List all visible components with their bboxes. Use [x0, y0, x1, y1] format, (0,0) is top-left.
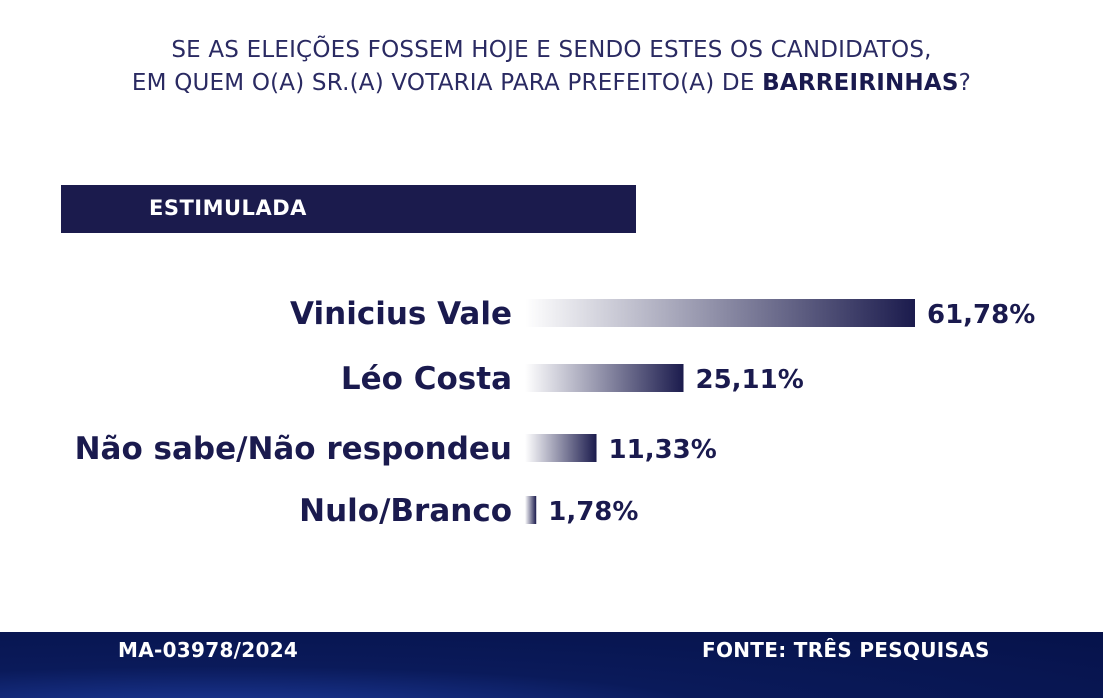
- title-line-2-suffix: ?: [958, 70, 972, 96]
- bar-nao-sabe-nao-respondeu: [525, 434, 597, 462]
- category-label-leo-costa: Léo Costa: [341, 361, 512, 397]
- value-label-nao-sabe-nao-respondeu: 11,33%: [609, 435, 717, 465]
- section-label: ESTIMULADA: [149, 196, 307, 220]
- bar-chart: Vinicius Vale 61,78% Léo Costa 25,11% Não sa…: [75, 296, 1036, 529]
- title-line-2-prefix: EM QUEM O(A) SR.(A) VOTARIA PARA PREFEIT…: [131, 70, 763, 96]
- chart-card: SE AS ELEIÇÕES FOSSEM HOJE E SENDO ESTES…: [0, 34, 1103, 529]
- section-banner: ESTIMULADA: [61, 185, 636, 233]
- value-label-vinicius-vale: 61,78%: [927, 300, 1035, 330]
- title-line-2: EM QUEM O(A) SR.(A) VOTARIA PARA PREFEIT…: [0, 67, 1103, 100]
- bar-vinicius-vale: [525, 299, 915, 327]
- bar-leo-costa: [525, 364, 684, 392]
- registration-number: MA-03978/2024: [118, 638, 299, 662]
- value-label-nulo-branco: 1,78%: [548, 497, 638, 527]
- title-city: BARREIRINHAS: [762, 70, 959, 96]
- category-label-vinicius-vale: Vinicius Vale: [290, 296, 512, 332]
- bar-nulo-branco: [525, 496, 537, 524]
- category-label-nulo-branco: Nulo/Branco: [299, 493, 512, 529]
- category-label-nao-sabe-nao-respondeu: Não sabe/Não respondeu: [75, 431, 512, 467]
- footer-bar: MA-03978/2024 FONTE: TRÊS PESQUISAS: [0, 632, 1103, 698]
- title-line-1: SE AS ELEIÇÕES FOSSEM HOJE E SENDO ESTES…: [171, 37, 932, 63]
- value-label-leo-costa: 25,11%: [696, 365, 804, 395]
- chart-title: SE AS ELEIÇÕES FOSSEM HOJE E SENDO ESTES…: [0, 34, 1103, 100]
- source-credit: FONTE: TRÊS PESQUISAS: [702, 638, 990, 662]
